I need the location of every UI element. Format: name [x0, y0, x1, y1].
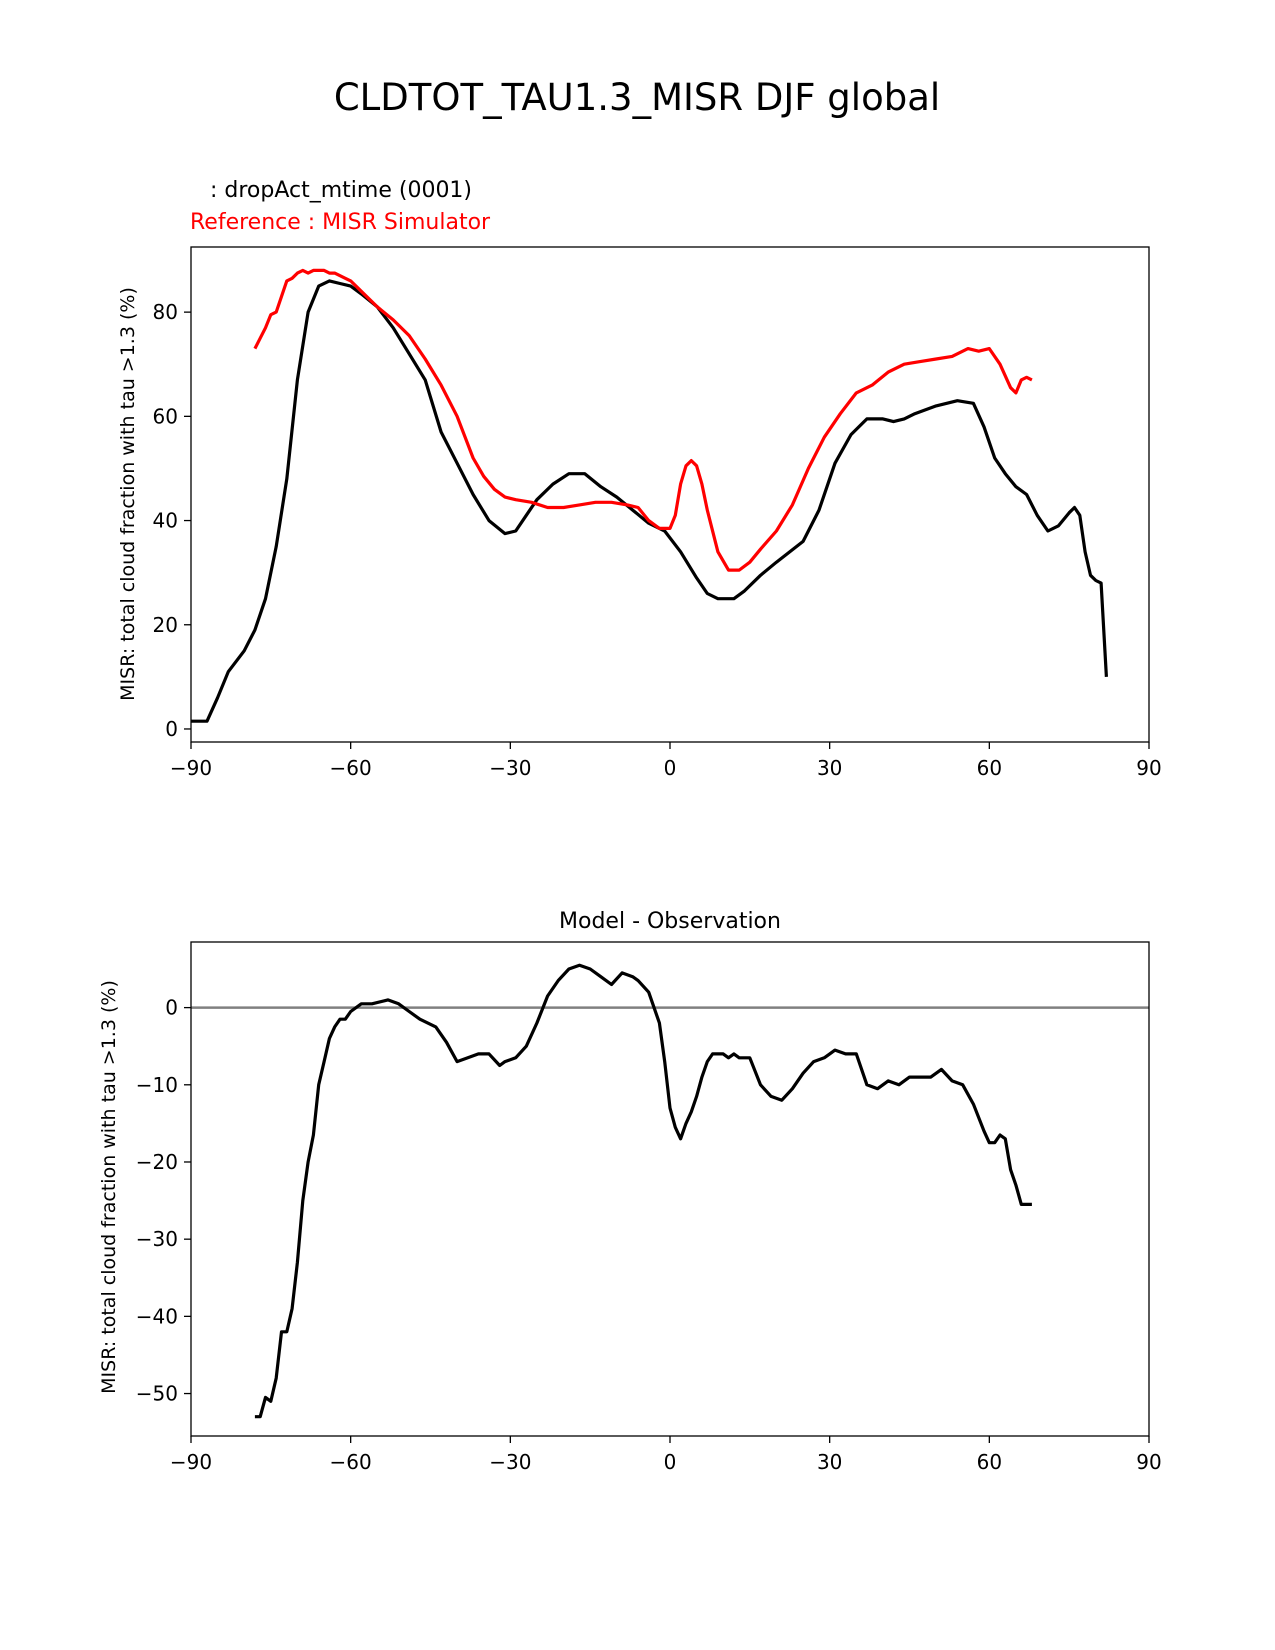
bottom-chart: Model - Observation MISR: total cloud fr…: [98, 909, 1162, 1474]
bottom-series-layer: [254, 963, 1032, 1419]
top-y-tick-label: 60: [153, 404, 178, 428]
top-x-tick-label: −90: [170, 756, 212, 780]
bottom-x-tick-label: −90: [170, 1450, 212, 1474]
bottom-x-tick-label: 0: [664, 1450, 677, 1474]
figure-title: CLDTOT_TAU1.3_MISR DJF global: [334, 76, 940, 119]
top-y-tick-label: 0: [165, 717, 178, 741]
top-tick-layer: −90 −60 −30 0 30 60 90 0 20 40 60 80: [153, 300, 1162, 780]
bottom-tick-layer: −90 −60 −30 0 30 60 90 0 −10 −20 −30 −40 −50: [136, 996, 1162, 1474]
top-x-tick-label: −60: [330, 756, 372, 780]
bottom-x-tick-label: −60: [330, 1450, 372, 1474]
reference-label: Reference : MISR Simulator: [190, 210, 491, 235]
top-x-tick-label: 0: [664, 756, 677, 780]
top-series-test-line: [191, 279, 1108, 723]
bottom-y-tick-label: 0: [165, 996, 178, 1020]
bottom-y-tick-label: −10: [136, 1073, 178, 1097]
top-y-axis-label: MISR: total cloud fraction with tau >1.3…: [117, 287, 139, 701]
bottom-y-tick-label: −20: [136, 1150, 178, 1174]
top-y-tick-label: 80: [153, 300, 178, 324]
top-series-layer: [191, 268, 1108, 723]
bottom-series-difference-line: [254, 963, 1032, 1419]
top-plot-frame: [190, 246, 1150, 743]
top-x-tick-label: 60: [977, 756, 1002, 780]
top-series-reference-line: [253, 268, 1033, 572]
bottom-y-tick-label: −50: [136, 1382, 178, 1406]
top-y-tick-label: 20: [153, 613, 178, 637]
bottom-x-tick-label: 30: [817, 1450, 842, 1474]
bottom-x-tick-label: −30: [489, 1450, 531, 1474]
bottom-plot-frame: [190, 941, 1150, 1437]
bottom-chart-title: Model - Observation: [559, 909, 781, 934]
bottom-y-axis-label: MISR: total cloud fraction with tau >1.3…: [98, 980, 120, 1394]
top-x-tick-label: 30: [817, 756, 842, 780]
bottom-x-tick-label: 90: [1136, 1450, 1161, 1474]
bottom-x-tick-label: 60: [977, 1450, 1002, 1474]
top-x-tick-label: 90: [1136, 756, 1161, 780]
top-chart: : dropAct_mtime (0001) Reference : MISR …: [117, 178, 1162, 780]
top-y-tick-label: 40: [153, 509, 178, 533]
bottom-y-tick-label: −30: [136, 1227, 178, 1251]
test-label: : dropAct_mtime (0001): [203, 178, 472, 203]
top-x-tick-label: −30: [489, 756, 531, 780]
bottom-y-tick-label: −40: [136, 1304, 178, 1328]
